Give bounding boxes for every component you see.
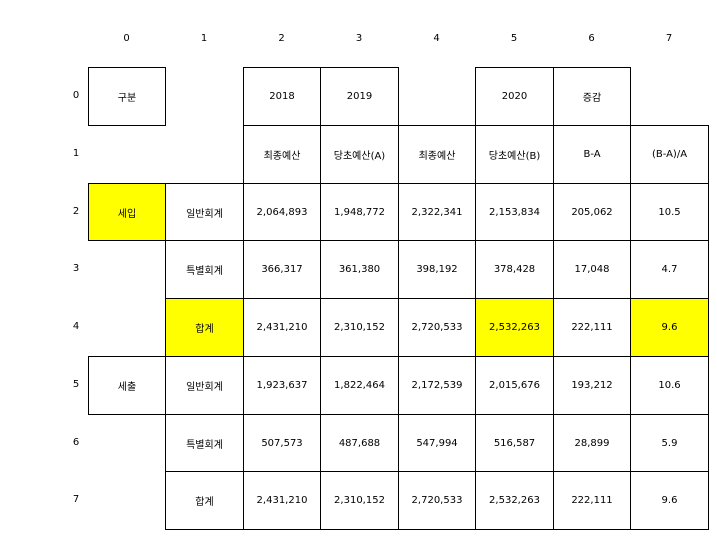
cell-r2-c0: 세입 (88, 183, 166, 241)
cell-r5-c1: 일반회계 (165, 356, 244, 415)
row-index-0: 0 (72, 90, 80, 101)
cell-r0-c3: 2019 (320, 67, 399, 126)
cell-r3-c1: 특별회계 (165, 240, 244, 299)
column-index-7: 7 (665, 33, 673, 44)
cell-r2-c4: 2,322,341 (398, 183, 476, 241)
cell-r4-c4: 2,720,533 (398, 298, 476, 357)
cell-r2-c2: 2,064,893 (243, 183, 321, 241)
cell-r7-c7: 9.6 (630, 471, 709, 530)
cell-r1-c2: 최종예산 (243, 125, 321, 184)
cell-r5-c0: 세출 (88, 356, 166, 415)
cell-r2-c7: 10.5 (630, 183, 709, 241)
cell-r1-c6: B-A (553, 125, 631, 184)
cell-r2-c6: 205,062 (553, 183, 631, 241)
row-index-1: 1 (72, 148, 80, 159)
cell-r5-c4: 2,172,539 (398, 356, 476, 415)
column-index-6: 6 (588, 33, 595, 44)
cell-r1-c7: (B-A)/A (630, 125, 709, 184)
row-index-6: 6 (72, 436, 80, 448)
cell-r2-c5: 2,153,834 (475, 183, 554, 241)
cell-r0-c5: 2020 (475, 67, 554, 126)
cell-r4-c7: 9.6 (630, 298, 709, 357)
cell-r6-c3: 487,688 (320, 414, 399, 472)
cell-r0-c6: 증감 (553, 67, 631, 126)
row-index-3: 3 (72, 263, 80, 274)
cell-r4-c1: 합계 (165, 298, 244, 357)
cell-r0-c2: 2018 (243, 67, 321, 126)
cell-r1-c5: 당초예산(B) (475, 125, 554, 184)
cell-r7-c3: 2,310,152 (320, 471, 399, 530)
cell-r3-c7: 4.7 (630, 240, 709, 299)
cell-r2-c3: 1,948,772 (320, 183, 399, 241)
cell-r5-c2: 1,923,637 (243, 356, 321, 415)
row-index-4: 4 (72, 321, 80, 332)
cell-r6-c4: 547,994 (398, 414, 476, 472)
column-index-3: 3 (355, 33, 363, 44)
cell-r7-c4: 2,720,533 (398, 471, 476, 530)
cell-r4-c3: 2,310,152 (320, 298, 399, 357)
cell-r1-c4: 최종예산 (398, 125, 476, 184)
cell-r5-c3: 1,822,464 (320, 356, 399, 415)
row-index-2: 2 (72, 205, 80, 217)
column-index-4: 4 (433, 33, 440, 44)
cell-r1-c3: 당초예산(A) (320, 125, 399, 184)
cell-r3-c6: 17,048 (553, 240, 631, 299)
cell-r3-c4: 398,192 (398, 240, 476, 299)
cell-r3-c5: 378,428 (475, 240, 554, 299)
cell-r5-c7: 10.6 (630, 356, 709, 415)
column-index-2: 2 (278, 33, 285, 44)
cell-r6-c2: 507,573 (243, 414, 321, 472)
cell-r5-c6: 193,212 (553, 356, 631, 415)
column-index-1: 1 (200, 33, 208, 44)
cell-r3-c3: 361,380 (320, 240, 399, 299)
cell-r7-c6: 222,111 (553, 471, 631, 530)
row-index-5: 5 (72, 379, 80, 390)
cell-r6-c7: 5.9 (630, 414, 709, 472)
cell-r3-c2: 366,317 (243, 240, 321, 299)
cell-r4-c5: 2,532,263 (475, 298, 554, 357)
column-index-5: 5 (510, 33, 518, 44)
row-index-7: 7 (72, 494, 80, 505)
cell-r7-c5: 2,532,263 (475, 471, 554, 530)
cell-r4-c2: 2,431,210 (243, 298, 321, 357)
cell-r7-c2: 2,431,210 (243, 471, 321, 530)
cell-r0-c0: 구분 (88, 67, 166, 126)
cell-r7-c1: 합계 (165, 471, 244, 530)
cell-r6-c1: 특별회계 (165, 414, 244, 472)
cell-r4-c6: 222,111 (553, 298, 631, 357)
cell-r6-c5: 516,587 (475, 414, 554, 472)
cell-r5-c5: 2,015,676 (475, 356, 554, 415)
cell-r6-c6: 28,899 (553, 414, 631, 472)
column-index-0: 0 (123, 33, 130, 44)
cell-r2-c1: 일반회계 (165, 183, 244, 241)
